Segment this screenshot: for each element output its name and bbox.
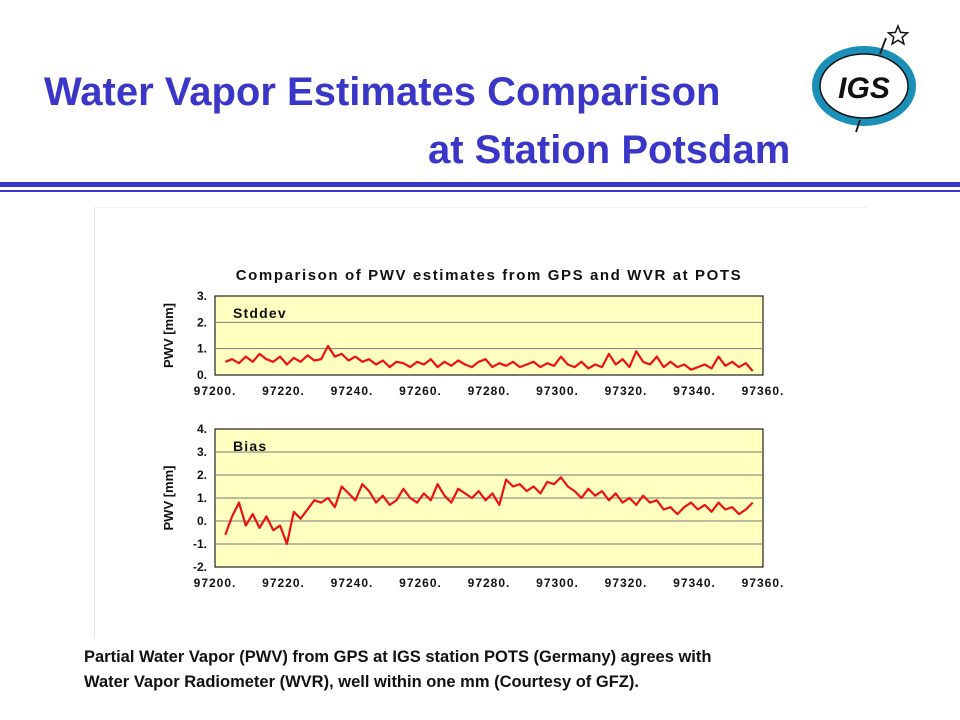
panel-2-x-tick-label: 97360. (742, 576, 785, 590)
caption-line2: Water Vapor Radiometer (WVR), well withi… (84, 673, 639, 691)
panel-1-x-tick-label: 97240. (331, 384, 374, 398)
panel-2-y-tick-label: 2. (197, 468, 207, 482)
panel-2-y-tick-label: 0. (197, 514, 207, 528)
panel-1-x-tick-label: 97320. (605, 384, 648, 398)
panel-2-series-line (224, 476, 754, 546)
title-rule-thick (0, 182, 960, 187)
panel-2-y-tick-label: 4. (197, 422, 207, 436)
panel-1-y-tick-label: 1. (197, 342, 207, 356)
panel-2-x-tick-label: 97340. (673, 576, 716, 590)
slide-title-line2: at Station Potsdam (428, 128, 791, 172)
panel-2-y-tick-label: 1. (197, 491, 207, 505)
panel-2-y-axis-label: PWV [mm] (161, 466, 176, 531)
panel-1-x-tick-label: 97200. (194, 384, 237, 398)
panel-2-y-tick-label: 3. (197, 445, 207, 459)
chart-figure: Comparison of PWV estimates from GPS and… (94, 207, 867, 638)
panel-2-y-tick-label: -2. (193, 560, 207, 574)
logo-text: IGS (838, 72, 890, 105)
caption-line1: Partial Water Vapor (PWV) from GPS at IG… (84, 648, 712, 666)
panel-1-x-tick-label: 97360. (742, 384, 785, 398)
panel-1-x-tick-label: 97280. (468, 384, 511, 398)
panel-1-y-tick-label: 3. (197, 289, 207, 303)
panel-2-x-tick-label: 97220. (262, 576, 305, 590)
panel-1-y-tick-label: 2. (197, 315, 207, 329)
panel-1-y-axis-label: PWV [mm] (161, 303, 176, 368)
panel-2-x-tick-label: 97320. (605, 576, 648, 590)
panel-2-y-tick-label: -1. (193, 537, 207, 551)
panel-2-x-tick-label: 97300. (536, 576, 579, 590)
igs-logo: IGS (812, 24, 916, 133)
pwv-chart: Comparison of PWV estimates from GPS and… (161, 267, 785, 590)
panel-1-x-tick-label: 97340. (673, 384, 716, 398)
panel-2-x-tick-label: 97240. (331, 576, 374, 590)
panel-1-series-line (224, 344, 754, 372)
panel-1-x-tick-label: 97220. (262, 384, 305, 398)
logo-ellipse (812, 46, 916, 126)
logo-tick-bottom (855, 119, 861, 133)
panel-2-panel-label: Bias (233, 438, 267, 454)
chart-title: Comparison of PWV estimates from GPS and… (236, 267, 743, 284)
panel-2-x-tick-label: 97200. (194, 576, 237, 590)
logo-ellipse-outline (819, 53, 909, 119)
slide-title-line1: Water Vapor Estimates Comparison (44, 70, 721, 114)
logo-tick-top (879, 37, 887, 55)
panel-2-x-tick-label: 97280. (468, 576, 511, 590)
title-rule-thin (0, 190, 960, 192)
panel-1-x-tick-label: 97260. (399, 384, 442, 398)
panel-2-x-tick-label: 97260. (399, 576, 442, 590)
panel-1-panel-label: Stddev (233, 305, 287, 321)
panel-1-x-tick-label: 97300. (536, 384, 579, 398)
panel-1-y-tick-label: 0. (197, 368, 207, 382)
star-icon (886, 24, 910, 46)
